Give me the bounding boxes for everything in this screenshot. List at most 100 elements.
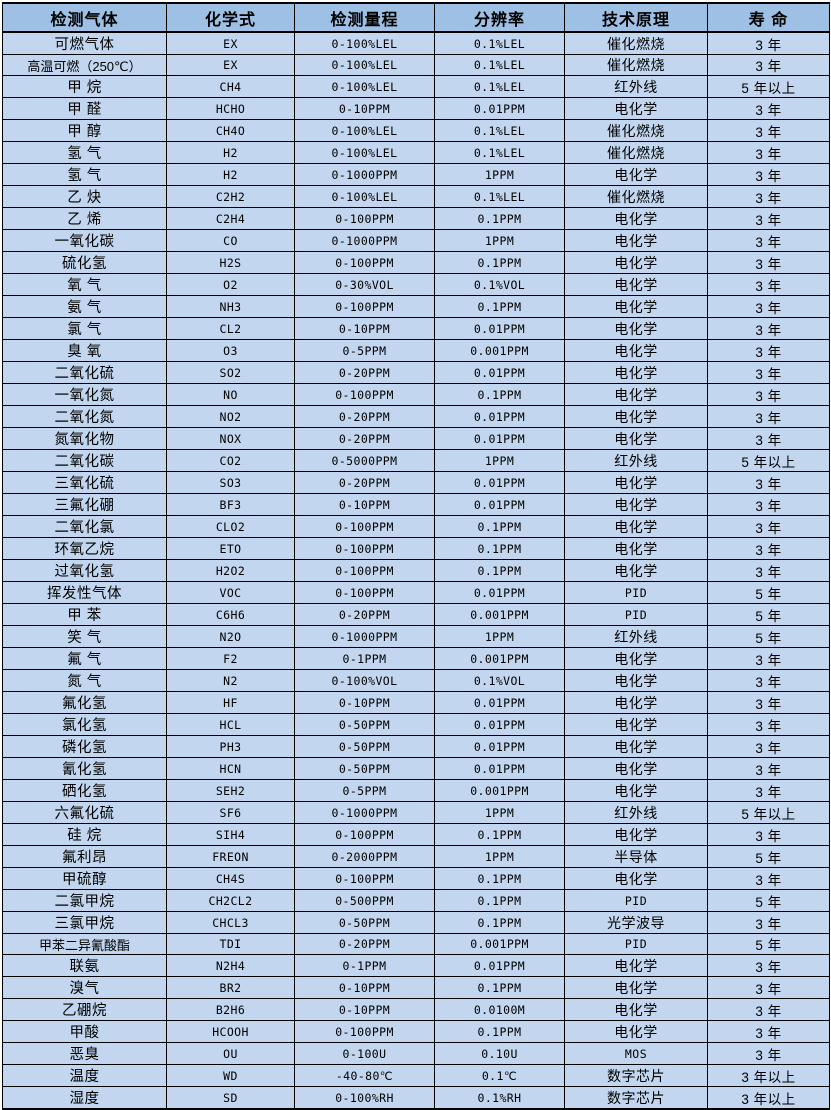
cell-formula: B2H6: [166, 998, 295, 1021]
cell-technology: 电化学: [564, 515, 708, 538]
table-row: 氧 气 O2 0-30%VOL 0.1%VOL 电化学 3 年: [2, 273, 830, 296]
table-row: 氯 气 CL2 0-10PPM 0.01PPM 电化学 3 年: [2, 317, 830, 340]
cell-gas: 湿度: [2, 1086, 167, 1110]
cell-formula: ETO: [166, 537, 295, 560]
cell-gas: 氯化氢: [2, 713, 167, 736]
cell-range: 0-100%LEL: [294, 54, 435, 76]
cell-range: 0-100PPM: [294, 537, 435, 560]
table-row: 磷化氢 PH3 0-50PPM 0.01PPM 电化学 3 年: [2, 735, 830, 758]
table-row: 环氧乙烷 ETO 0-100PPM 0.1PPM 电化学 3 年: [2, 537, 830, 560]
cell-lifespan: 5 年以上: [707, 449, 830, 472]
cell-resolution: 1PPM: [434, 801, 565, 824]
cell-resolution: 0.1%VOL: [434, 273, 565, 296]
cell-formula: HCN: [166, 757, 295, 780]
cell-gas: 甲酸: [2, 1020, 167, 1043]
cell-lifespan: 3 年以上: [707, 1086, 830, 1110]
cell-range: 0-1000PPM: [294, 625, 435, 648]
cell-resolution: 1PPM: [434, 845, 565, 868]
cell-technology: 电化学: [564, 757, 708, 780]
cell-lifespan: 3 年: [707, 757, 830, 780]
cell-resolution: 0.01PPM: [434, 757, 565, 780]
cell-resolution: 1PPM: [434, 229, 565, 252]
table-row: 二氧化硫 SO2 0-20PPM 0.01PPM 电化学 3 年: [2, 361, 830, 384]
cell-lifespan: 3 年: [707, 779, 830, 802]
table-row: 恶臭 OU 0-100U 0.10U MOS 3 年: [2, 1042, 830, 1065]
cell-gas: 乙 炔: [2, 185, 167, 208]
table-row: 甲苯二异氰酸酯 TDI 0-20PPM 0.001PPM PID 5 年: [2, 933, 830, 955]
table-row: 温度 WD -40-80℃ 0.1℃ 数字芯片 3 年以上: [2, 1064, 830, 1087]
cell-lifespan: 3 年以上: [707, 1064, 830, 1087]
cell-resolution: 0.1%LEL: [434, 54, 565, 76]
cell-formula: HF: [166, 691, 295, 714]
cell-resolution: 0.01PPM: [434, 713, 565, 736]
table-row: 硒化氢 SEH2 0-5PPM 0.001PPM 电化学 3 年: [2, 779, 830, 802]
cell-formula: NH3: [166, 295, 295, 318]
cell-technology: 电化学: [564, 713, 708, 736]
cell-formula: SF6: [166, 801, 295, 824]
cell-range: 0-100PPM: [294, 515, 435, 538]
cell-gas: 氮 气: [2, 669, 167, 692]
cell-range: 0-5000PPM: [294, 449, 435, 472]
cell-resolution: 0.1PPM: [434, 823, 565, 846]
cell-lifespan: 5 年以上: [707, 75, 830, 98]
cell-gas: 磷化氢: [2, 735, 167, 758]
cell-resolution: 0.01PPM: [434, 471, 565, 494]
cell-range: 0-100PPM: [294, 251, 435, 274]
cell-resolution: 0.01PPM: [434, 691, 565, 714]
cell-lifespan: 3 年: [707, 647, 830, 670]
cell-gas: 硒化氢: [2, 779, 167, 802]
cell-technology: PID: [564, 889, 708, 912]
cell-formula: HCOOH: [166, 1020, 295, 1043]
cell-gas: 六氟化硫: [2, 801, 167, 824]
cell-technology: 电化学: [564, 537, 708, 560]
cell-range: 0-5PPM: [294, 339, 435, 362]
cell-formula: HCL: [166, 713, 295, 736]
cell-lifespan: 3 年: [707, 339, 830, 362]
cell-formula: EX: [166, 31, 295, 55]
cell-gas: 二氧化碳: [2, 449, 167, 472]
cell-gas: 氢 气: [2, 141, 167, 164]
cell-resolution: 0.1%LEL: [434, 75, 565, 98]
cell-technology: 电化学: [564, 735, 708, 758]
cell-lifespan: 3 年: [707, 207, 830, 230]
cell-lifespan: 3 年: [707, 669, 830, 692]
cell-gas: 一氧化氮: [2, 383, 167, 406]
cell-range: 0-100%LEL: [294, 31, 435, 55]
cell-gas: 臭 氧: [2, 339, 167, 362]
cell-resolution: 0.1PPM: [434, 976, 565, 999]
cell-range: 0-100U: [294, 1042, 435, 1065]
cell-formula: CH4: [166, 75, 295, 98]
cell-technology: 电化学: [564, 339, 708, 362]
cell-gas: 过氧化氢: [2, 559, 167, 582]
cell-formula: N2H4: [166, 954, 295, 977]
cell-lifespan: 5 年: [707, 845, 830, 868]
table-row: 甲 醇 CH4O 0-100%LEL 0.1%LEL 催化燃烧 3 年: [2, 119, 830, 142]
cell-resolution: 0.01PPM: [434, 581, 565, 604]
table-header-row: 检测气体 化学式 检测量程 分辨率 技术原理 寿 命: [2, 2, 830, 33]
cell-lifespan: 3 年: [707, 998, 830, 1021]
cell-resolution: 0.1PPM: [434, 1020, 565, 1043]
cell-lifespan: 3 年: [707, 405, 830, 428]
cell-range: 0-100%VOL: [294, 669, 435, 692]
cell-gas: 硅 烷: [2, 823, 167, 846]
cell-gas: 氟 气: [2, 647, 167, 670]
cell-lifespan: 5 年: [707, 581, 830, 604]
cell-technology: 红外线: [564, 801, 708, 824]
cell-range: 0-100%LEL: [294, 141, 435, 164]
cell-gas: 氢 气: [2, 163, 167, 186]
cell-technology: 电化学: [564, 251, 708, 274]
cell-gas: 可燃气体: [2, 31, 167, 55]
cell-technology: 电化学: [564, 405, 708, 428]
cell-lifespan: 3 年: [707, 273, 830, 296]
cell-technology: 电化学: [564, 317, 708, 340]
cell-range: 0-1000PPM: [294, 163, 435, 186]
cell-formula: FREON: [166, 845, 295, 868]
cell-range: 0-30%VOL: [294, 273, 435, 296]
cell-formula: H2: [166, 141, 295, 164]
cell-resolution: 0.1PPM: [434, 911, 565, 934]
cell-resolution: 0.1%RH: [434, 1086, 565, 1110]
table-row: 氢 气 H2 0-100%LEL 0.1%LEL 催化燃烧 3 年: [2, 141, 830, 164]
cell-gas: 氟利昂: [2, 845, 167, 868]
cell-technology: 电化学: [564, 471, 708, 494]
cell-technology: PID: [564, 603, 708, 626]
